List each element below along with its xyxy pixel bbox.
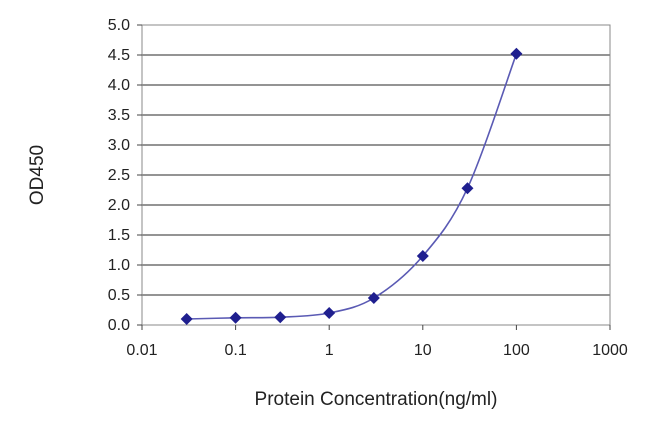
x-tick-label: 0.01	[126, 342, 157, 359]
y-tick-label: 2.5	[108, 167, 130, 184]
data-point	[180, 313, 193, 325]
data-point	[416, 250, 429, 262]
y-tick-label: 2.0	[108, 197, 130, 214]
x-tick-label: 100	[503, 342, 530, 359]
y-tick-label: 0.5	[108, 287, 130, 304]
data-point	[274, 311, 287, 324]
y-tick-label: 1.5	[108, 227, 130, 244]
y-tick-label: 0.0	[108, 317, 130, 334]
x-axis-title: Protein Concentration(ng/ml)	[255, 389, 498, 410]
data-point	[367, 292, 380, 304]
x-tick-label: 10	[414, 342, 432, 359]
data-point	[461, 182, 474, 195]
y-tick-label: 3.0	[108, 137, 130, 154]
x-tick-label: 1	[325, 342, 334, 359]
grid	[142, 54, 610, 296]
y-tick-label: 3.5	[108, 107, 130, 124]
data-point	[510, 47, 523, 60]
y-tick-label: 4.5	[108, 47, 130, 64]
y-axis-title: OD450	[27, 145, 48, 205]
x-tick-label: 0.1	[224, 342, 246, 359]
y-axis-ticks: 0.0 0.5 1.0 1.5 2.0 2.5 3.0 3.5 4.0 4.5 5.0	[108, 17, 142, 334]
y-tick-label: 1.0	[108, 257, 130, 274]
series	[180, 47, 523, 325]
x-axis-ticks: 0.01 0.1 1 10 100 1000	[126, 325, 628, 359]
x-tick-label: 1000	[592, 342, 628, 359]
y-tick-label: 4.0	[108, 77, 130, 94]
y-tick-label: 5.0	[108, 17, 130, 34]
data-point	[323, 307, 336, 319]
data-point	[229, 311, 242, 324]
